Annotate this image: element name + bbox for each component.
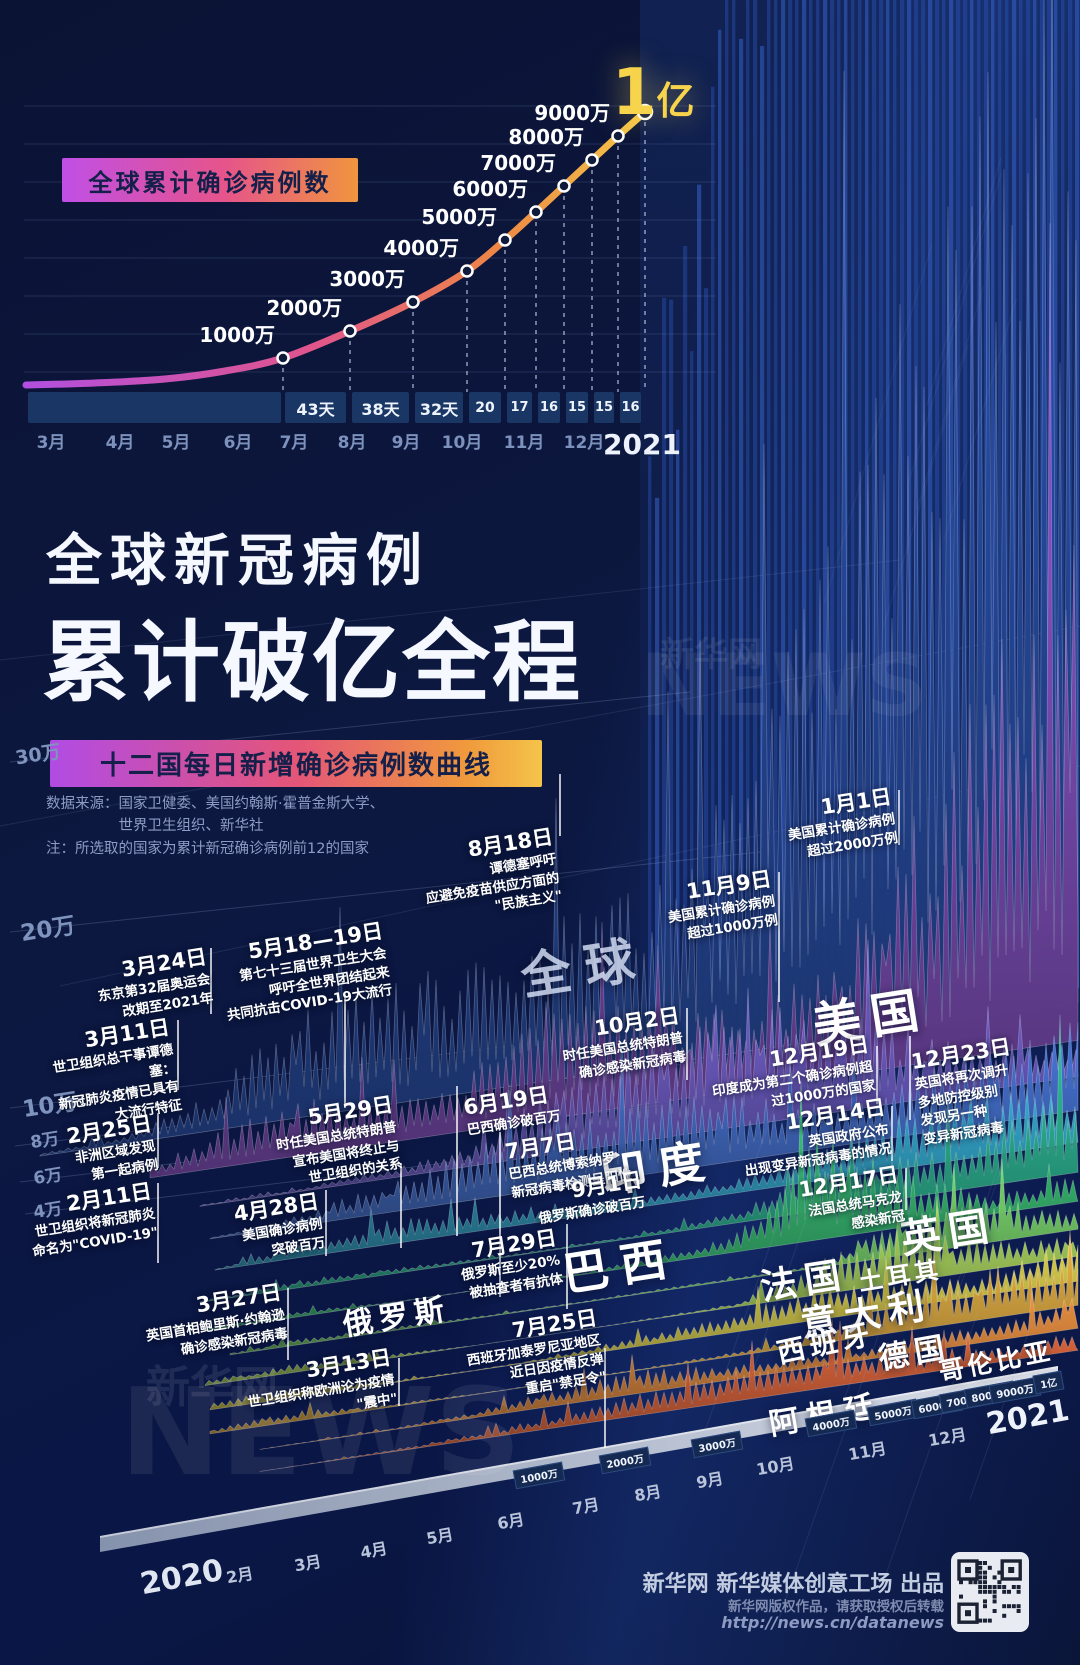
hundred-million-unit: 亿 (656, 79, 695, 123)
watermark-news-text: NEWS (120, 1364, 522, 1503)
bottom-axis-month-label: 6月 (495, 1509, 526, 1534)
xinhua-watermark-mid-cn: 新华网 (660, 638, 762, 672)
annotation-leader-line (876, 1046, 878, 1104)
qr-code (951, 1552, 1029, 1632)
annotation-leader-line (559, 774, 561, 836)
top-axis-month-label: 4月 (105, 433, 135, 453)
annotation-leader-line (686, 1008, 688, 1080)
days-interval-label: 16 (621, 400, 640, 415)
top-axis-month-label: 8月 (337, 433, 367, 453)
svg-text:2000万: 2000万 (266, 296, 342, 320)
annotation-leader-line (566, 1224, 568, 1309)
days-interval-label: 20 (475, 399, 495, 416)
days-interval-label: 43天 (296, 399, 335, 419)
top-axis-month-label: 5月 (161, 433, 191, 453)
days-interval-label: 38天 (361, 399, 400, 419)
top-axis-month-label: 11月 (503, 433, 545, 453)
poster-title-line1: 全球新冠病例 (46, 529, 430, 594)
top-axis-month-label: 3月 (36, 433, 66, 453)
annotation-leader-line (400, 1163, 402, 1248)
annotation-leader-line (456, 1086, 458, 1236)
annotation-leader-line (325, 1190, 327, 1256)
bottom-axis-month-label: 7月 (570, 1494, 601, 1519)
footer-url: http://news.cn/datanews (721, 1613, 944, 1632)
bottom-axis-month-label: 5月 (424, 1524, 455, 1549)
annotation-leader-line (891, 1106, 893, 1161)
annotation-leader-line (344, 996, 346, 1108)
svg-text:4000万: 4000万 (383, 236, 459, 260)
annotation-leader-line (157, 1113, 159, 1168)
days-interval-box: 15 (566, 392, 588, 423)
days-interval-box: 17 (507, 392, 532, 423)
annotation-leader-line (398, 1358, 400, 1406)
annotation-leader-line (905, 1168, 907, 1210)
days-interval-box: 43天 (285, 392, 346, 423)
bottom-axis-month-label: 3月 (292, 1551, 323, 1576)
top-axis-month-label: 9月 (391, 433, 421, 453)
top-axis-month-label: 2021 (603, 428, 681, 461)
days-interval-box: 16 (620, 392, 641, 423)
annotation-leader-line (157, 1183, 159, 1263)
days-interval-label: 32天 (419, 399, 459, 419)
hundred-million-number: 1 (612, 56, 657, 130)
svg-text:3000万: 3000万 (329, 267, 405, 291)
hundred-million-label: 1亿 (612, 56, 695, 130)
bottom-axis-month-label: 8月 (632, 1481, 663, 1506)
svg-text:9000万: 9000万 (534, 101, 610, 125)
annotation-leader-line (210, 948, 212, 1014)
svg-text:7000万: 7000万 (480, 151, 556, 175)
event-annotation: 4月28日 美国确诊病例 突破百万 (225, 1185, 326, 1266)
top-axis-month-label: 6月 (223, 433, 253, 453)
svg-text:8000万: 8000万 (508, 125, 584, 149)
xinhua-watermark: NEWS (120, 1374, 521, 1494)
cumulative-chart-title-chip: 全球累计确诊病例数 (62, 158, 358, 202)
watermark-cn-text2: 新华网 (660, 635, 762, 675)
bottom-axis-month-label: 4月 (358, 1538, 389, 1563)
svg-text:1000万: 1000万 (199, 323, 275, 347)
watermark-news-text2: NEWS (640, 636, 928, 736)
bottom-axis-month-label: 2月 (224, 1563, 255, 1588)
top-axis-month-label: 10月 (441, 433, 483, 453)
days-interval-box: 38天 (352, 392, 409, 423)
days-interval-box: 15 (594, 392, 614, 423)
annotation-leader-line (778, 872, 780, 1002)
xinhua-watermark-cn: 新华网 (146, 1366, 278, 1410)
annotation-leader-line (909, 1036, 911, 1120)
data-source-notes: 数据来源：国家卫健委、美国约翰斯·霍普金斯大学、 世界卫生组织、新华社 注：所选… (46, 796, 385, 857)
days-interval-label: 15 (594, 400, 614, 415)
days-interval-box: 32天 (415, 392, 463, 423)
annotation-leader-line (287, 1288, 289, 1360)
days-interval-label: 15 (567, 400, 587, 415)
svg-text:5000万: 5000万 (421, 205, 497, 229)
footer-producer-line: 新华网 新华媒体创意工场 出品 (642, 1572, 944, 1597)
annotation-leader-line (898, 790, 900, 845)
svg-text:6000万: 6000万 (452, 177, 528, 201)
annotation-leader-line (177, 1020, 179, 1090)
top-axis-month-label: 7月 (279, 433, 309, 453)
days-interval-label: 17 (510, 400, 529, 415)
poster-title-line2: 累计破亿全程 (42, 611, 583, 714)
bottom-axis-month-label: 9月 (694, 1468, 725, 1493)
watermark-cn-text: 新华网 (146, 1362, 278, 1413)
days-interval-label: 16 (539, 400, 559, 415)
annotation-leader-line (499, 1132, 501, 1297)
footer-copyright-line: 新华网版权作品，请获取授权后转载 (728, 1599, 944, 1615)
subchart-title-chip: 十二国每日新增确诊病例数曲线 (50, 740, 542, 787)
days-interval-box: 20 (469, 392, 501, 423)
days-interval-box: 16 (538, 392, 560, 423)
xinhua-watermark-mid: NEWS (640, 643, 928, 729)
days-interval-box (28, 392, 281, 423)
top-axis-month-label: 12月 (563, 433, 605, 453)
annotation-leader-line (604, 1348, 606, 1448)
